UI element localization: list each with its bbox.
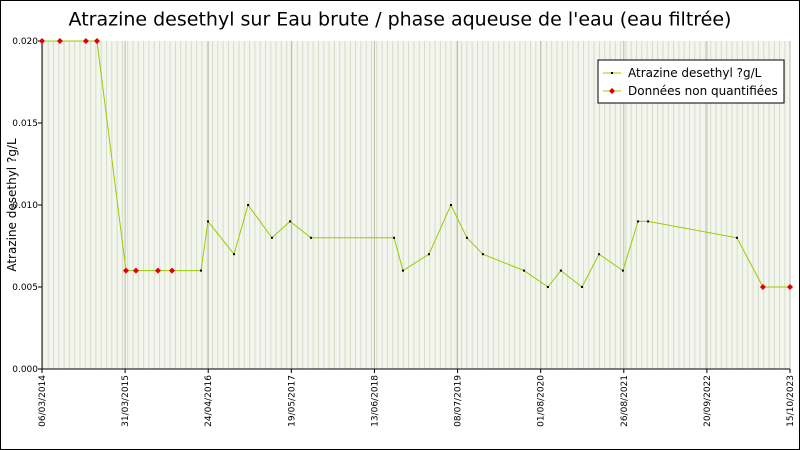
point <box>647 220 650 223</box>
legend-marker <box>611 72 613 74</box>
point <box>207 220 210 223</box>
point <box>233 253 236 256</box>
y-tick-label: 0.005 <box>12 283 38 293</box>
legend: Atrazine desethyl ?g/L Données non quanti… <box>597 59 785 104</box>
legend-label: Atrazine desethyl ?g/L <box>628 66 762 80</box>
point <box>546 286 549 288</box>
point <box>93 38 100 44</box>
point <box>154 267 161 274</box>
point <box>523 269 526 272</box>
point <box>481 253 484 256</box>
point <box>621 269 624 272</box>
x-tick-label: 19/05/2017 <box>287 375 297 427</box>
x-tick-label: 24/04/2016 <box>204 375 214 427</box>
point <box>598 253 601 256</box>
y-tick-label: 0.000 <box>12 365 38 375</box>
y-tick-label: 0.020 <box>12 37 38 47</box>
point <box>581 286 584 288</box>
point <box>465 236 468 239</box>
x-tick-label: 06/03/2014 <box>38 375 48 427</box>
point <box>735 236 738 239</box>
point <box>168 267 175 274</box>
x-tick-label: 31/03/2015 <box>121 375 131 427</box>
point <box>427 253 430 256</box>
point <box>559 269 562 272</box>
x-tick-label: 26/08/2021 <box>620 375 630 427</box>
y-tick-label: 0.010 <box>12 201 38 211</box>
point <box>449 204 452 206</box>
point <box>247 204 250 206</box>
chart-title: Atrazine desethyl sur Eau brute / phase … <box>69 9 732 31</box>
point <box>39 38 45 44</box>
point <box>393 236 396 239</box>
point <box>270 236 273 239</box>
x-tick-label: 01/08/2020 <box>537 375 547 427</box>
legend-label: Données non quantifiées <box>628 84 778 98</box>
x-tick-label: 08/07/2019 <box>454 375 464 427</box>
point <box>309 236 312 239</box>
x-tick-label: 20/09/2022 <box>703 375 713 427</box>
legend-box <box>597 59 785 104</box>
point <box>82 38 89 44</box>
data-line <box>42 40 790 288</box>
point <box>199 269 202 272</box>
legend-marker <box>609 88 615 94</box>
point <box>132 267 139 274</box>
y-tick-label: 0.015 <box>12 119 38 129</box>
x-tick-label: 13/06/2018 <box>370 375 380 427</box>
x-tick-label: 15/10/2023 <box>786 375 796 427</box>
point <box>402 269 405 272</box>
point <box>759 284 766 290</box>
point <box>637 220 640 223</box>
point <box>787 284 793 290</box>
point <box>122 267 129 274</box>
point <box>289 220 292 223</box>
y-axis-label: Atrazine desethyl ?g/L <box>5 138 19 272</box>
point <box>56 38 63 44</box>
